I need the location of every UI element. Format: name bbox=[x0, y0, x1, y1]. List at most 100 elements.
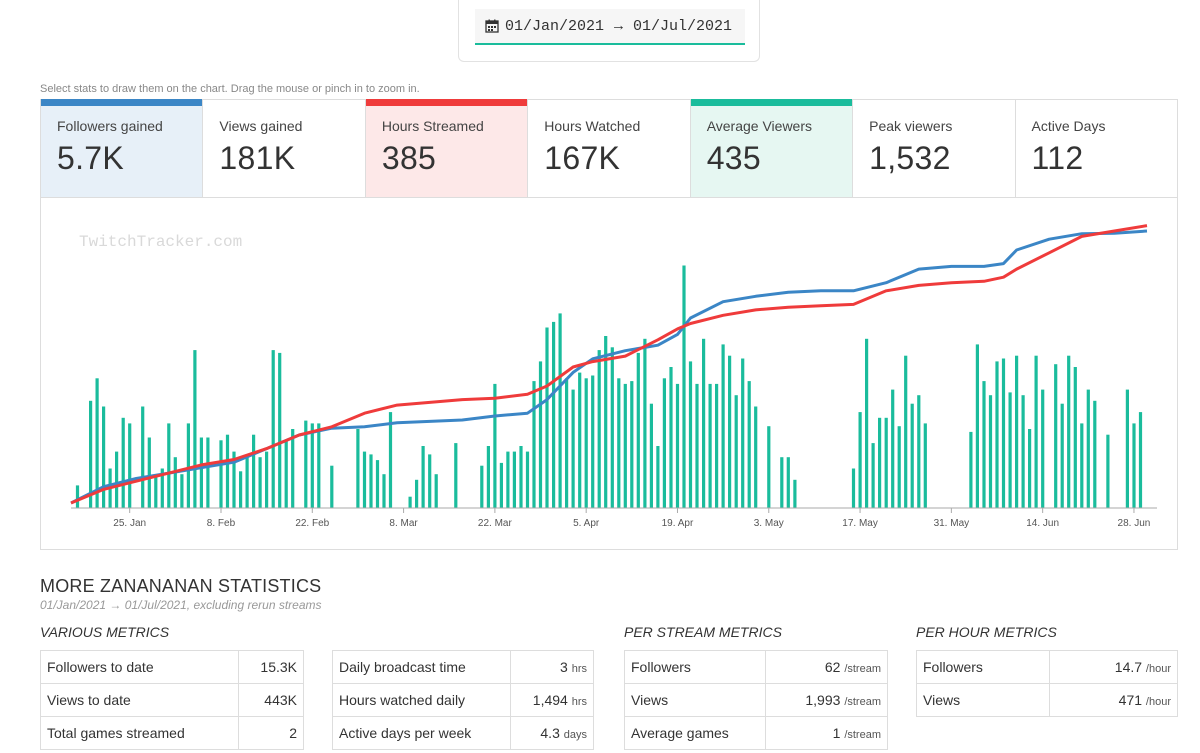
bar-average-viewers[interactable] bbox=[1106, 434, 1110, 508]
bar-average-viewers[interactable] bbox=[910, 403, 914, 508]
bar-average-viewers[interactable] bbox=[1125, 389, 1129, 508]
bar-average-viewers[interactable] bbox=[271, 350, 275, 508]
bar-average-viewers[interactable] bbox=[408, 496, 412, 508]
bar-average-viewers[interactable] bbox=[317, 423, 321, 508]
bar-average-viewers[interactable] bbox=[1021, 395, 1025, 508]
card-active-days[interactable]: Active Days 112 bbox=[1015, 100, 1177, 197]
bar-average-viewers[interactable] bbox=[512, 451, 516, 508]
bar-average-viewers[interactable] bbox=[995, 361, 999, 508]
bar-average-viewers[interactable] bbox=[141, 406, 145, 509]
bar-average-viewers[interactable] bbox=[102, 406, 106, 509]
bar-average-viewers[interactable] bbox=[708, 383, 712, 508]
bar-average-viewers[interactable] bbox=[245, 457, 249, 508]
card-hours-streamed[interactable]: Hours Streamed 385 bbox=[365, 99, 529, 197]
bar-average-viewers[interactable] bbox=[1067, 355, 1071, 508]
bar-average-viewers[interactable] bbox=[362, 451, 367, 508]
bar-average-viewers[interactable] bbox=[865, 338, 869, 508]
bar-average-viewers[interactable] bbox=[636, 352, 640, 508]
bar-average-viewers[interactable] bbox=[1028, 429, 1032, 508]
bar-average-viewers[interactable] bbox=[669, 367, 673, 508]
card-hours-watched[interactable]: Hours Watched 167K bbox=[528, 100, 691, 197]
bar-average-viewers[interactable] bbox=[591, 375, 595, 509]
bar-average-viewers[interactable] bbox=[688, 361, 693, 508]
stats-chart[interactable]: TwitchTracker.com 25. Jan 8. Feb 22. Feb 8.… bbox=[40, 198, 1178, 550]
bar-average-viewers[interactable] bbox=[304, 420, 308, 508]
bar-average-viewers[interactable] bbox=[988, 395, 993, 508]
card-views-gained[interactable]: Views gained 181K bbox=[203, 100, 366, 197]
line-hours-streamed[interactable] bbox=[70, 224, 1148, 505]
bar-average-viewers[interactable] bbox=[1054, 364, 1058, 508]
bar-average-viewers[interactable] bbox=[604, 336, 608, 508]
bar-average-viewers[interactable] bbox=[649, 403, 653, 508]
bar-average-viewers[interactable] bbox=[428, 454, 432, 508]
bar-average-viewers[interactable] bbox=[369, 454, 373, 508]
bar-average-viewers[interactable] bbox=[767, 426, 771, 508]
bar-average-viewers[interactable] bbox=[525, 451, 530, 508]
bar-average-viewers[interactable] bbox=[675, 383, 680, 508]
card-followers-gained[interactable]: Followers gained 5.7K bbox=[41, 99, 204, 197]
bar-average-viewers[interactable] bbox=[1138, 412, 1143, 508]
bar-average-viewers[interactable] bbox=[1034, 355, 1038, 508]
chart-svg[interactable]: TwitchTracker.com 25. Jan 8. Feb 22. Feb 8.… bbox=[41, 198, 1179, 550]
bar-average-viewers[interactable] bbox=[545, 327, 549, 509]
bar-average-viewers[interactable] bbox=[310, 423, 314, 508]
bar-average-viewers[interactable] bbox=[75, 485, 80, 508]
bar-average-viewers[interactable] bbox=[741, 358, 745, 509]
bar-average-viewers[interactable] bbox=[532, 381, 536, 508]
bar-average-viewers[interactable] bbox=[258, 457, 262, 508]
bar-average-viewers[interactable] bbox=[754, 406, 758, 509]
bar-average-viewers[interactable] bbox=[617, 378, 621, 508]
bar-average-viewers[interactable] bbox=[793, 479, 797, 508]
bar-average-viewers[interactable] bbox=[597, 350, 601, 508]
bar-average-viewers[interactable] bbox=[421, 446, 425, 508]
bar-average-viewers[interactable] bbox=[147, 437, 151, 509]
bar-average-viewers[interactable] bbox=[1008, 392, 1012, 508]
bar-average-viewers[interactable] bbox=[186, 423, 190, 508]
bar-average-viewers[interactable] bbox=[1015, 355, 1019, 508]
bar-average-viewers[interactable] bbox=[578, 372, 582, 508]
bar-average-viewers[interactable] bbox=[193, 350, 197, 508]
bar-average-viewers[interactable] bbox=[630, 381, 634, 508]
bar-average-viewers[interactable] bbox=[1080, 423, 1084, 508]
bar-average-viewers[interactable] bbox=[284, 440, 288, 508]
bar-average-viewers[interactable] bbox=[878, 417, 882, 508]
bar-average-viewers[interactable] bbox=[95, 378, 99, 508]
bar-average-viewers[interactable] bbox=[493, 383, 497, 508]
bar-average-viewers[interactable] bbox=[923, 423, 927, 508]
bar-average-viewers[interactable] bbox=[747, 381, 751, 508]
bar-average-viewers[interactable] bbox=[454, 443, 458, 508]
bar-average-viewers[interactable] bbox=[565, 378, 569, 508]
bar-average-viewers[interactable] bbox=[1001, 358, 1006, 509]
bar-average-viewers[interactable] bbox=[1093, 400, 1097, 508]
bar-average-viewers[interactable] bbox=[623, 383, 627, 508]
bar-average-viewers[interactable] bbox=[695, 383, 699, 508]
bar-average-viewers[interactable] bbox=[1086, 389, 1090, 508]
bar-average-viewers[interactable] bbox=[173, 457, 177, 508]
bar-average-viewers[interactable] bbox=[278, 352, 282, 508]
bar-average-viewers[interactable] bbox=[519, 446, 523, 508]
bar-average-viewers[interactable] bbox=[917, 395, 921, 508]
bar-average-viewers[interactable] bbox=[480, 465, 484, 508]
bar-average-viewers[interactable] bbox=[434, 474, 438, 508]
bar-average-viewers[interactable] bbox=[715, 383, 719, 508]
date-range-picker[interactable]: 01/Jan/2021 → 01/Jul/2021 bbox=[475, 9, 745, 45]
bar-average-viewers[interactable] bbox=[571, 389, 575, 508]
bar-average-viewers[interactable] bbox=[506, 451, 510, 508]
bar-average-viewers[interactable] bbox=[734, 395, 738, 508]
bar-average-viewers[interactable] bbox=[225, 434, 230, 508]
bar-average-viewers[interactable] bbox=[1073, 367, 1077, 508]
bar-average-viewers[interactable] bbox=[330, 465, 334, 508]
bar-average-viewers[interactable] bbox=[167, 423, 171, 508]
bar-average-viewers[interactable] bbox=[1041, 389, 1045, 508]
bar-average-viewers[interactable] bbox=[662, 378, 666, 508]
bar-average-viewers[interactable] bbox=[1132, 423, 1136, 508]
bar-average-viewers[interactable] bbox=[160, 468, 164, 509]
bar-average-viewers[interactable] bbox=[851, 468, 856, 509]
bar-average-viewers[interactable] bbox=[538, 361, 543, 508]
bar-average-viewers[interactable] bbox=[121, 417, 125, 508]
bar-average-viewers[interactable] bbox=[702, 338, 706, 508]
bar-average-viewers[interactable] bbox=[382, 474, 386, 508]
card-average-viewers[interactable]: Average Viewers 435 bbox=[690, 99, 854, 197]
bar-average-viewers[interactable] bbox=[128, 423, 132, 508]
bar-average-viewers[interactable] bbox=[356, 429, 360, 508]
